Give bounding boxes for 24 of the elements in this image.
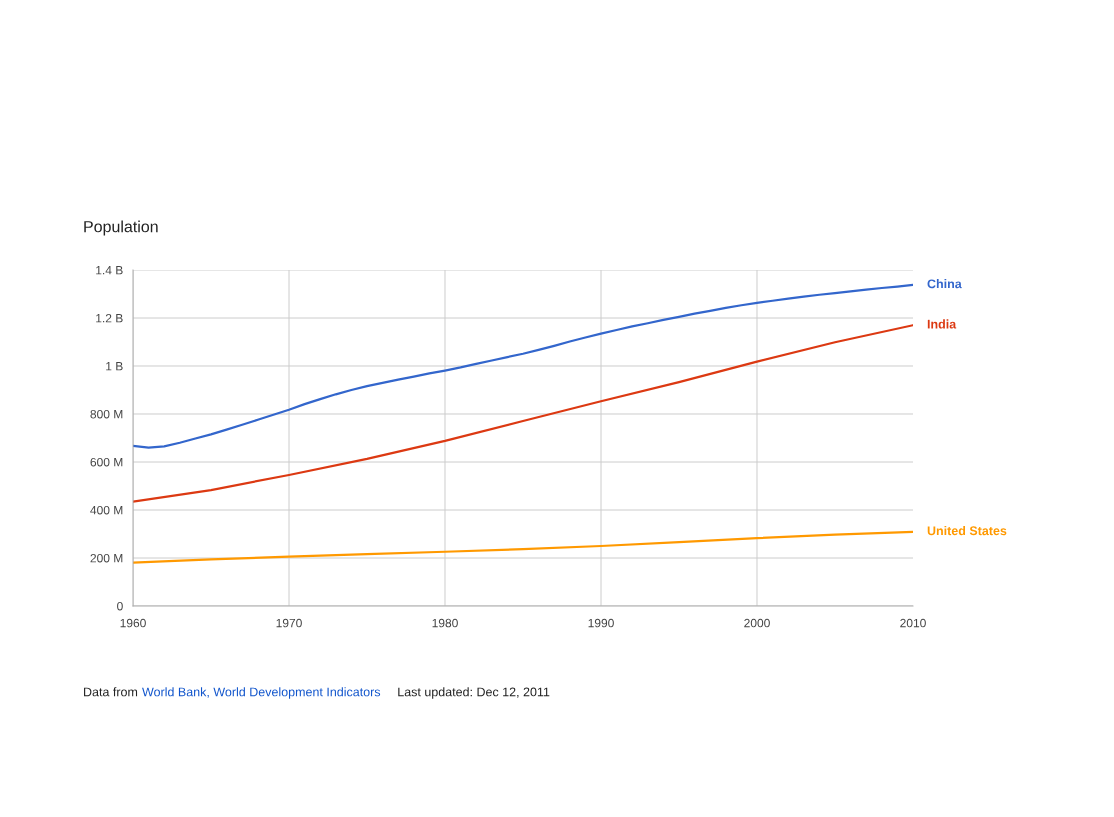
text: World Bank, World Development Indicators	[142, 687, 381, 699]
y-tick-label: 1 B	[106, 362, 123, 371]
series-label: China	[927, 279, 962, 289]
line-series	[133, 530, 913, 564]
text: Data from	[84, 687, 138, 697]
y-tick-label: 400 M	[90, 505, 123, 515]
line-series	[133, 324, 913, 503]
y-tick-label: 800 M	[90, 409, 123, 419]
chart-title: Population	[84, 220, 158, 236]
series-label: India	[927, 319, 957, 329]
y-tick-label: 0	[117, 601, 123, 611]
line-series	[133, 283, 913, 449]
y-tick-label: 600 M	[90, 457, 123, 467]
x-tick-label: 2000	[744, 618, 770, 628]
y-tick-label: 200 M	[90, 553, 123, 563]
x-tick-label: 1960	[120, 618, 146, 628]
x-tick-label: 1990	[588, 618, 614, 628]
text: Last updated: Dec 12, 2011	[398, 687, 550, 699]
series-label: United States	[927, 526, 1007, 536]
x-tick-label: 2010	[900, 618, 926, 628]
y-tick-label: 1.2 B	[96, 313, 123, 323]
y-tick-label: 1.4 B	[96, 266, 123, 275]
x-tick-label: 1970	[276, 618, 302, 628]
x-tick-label: 1980	[432, 618, 458, 628]
